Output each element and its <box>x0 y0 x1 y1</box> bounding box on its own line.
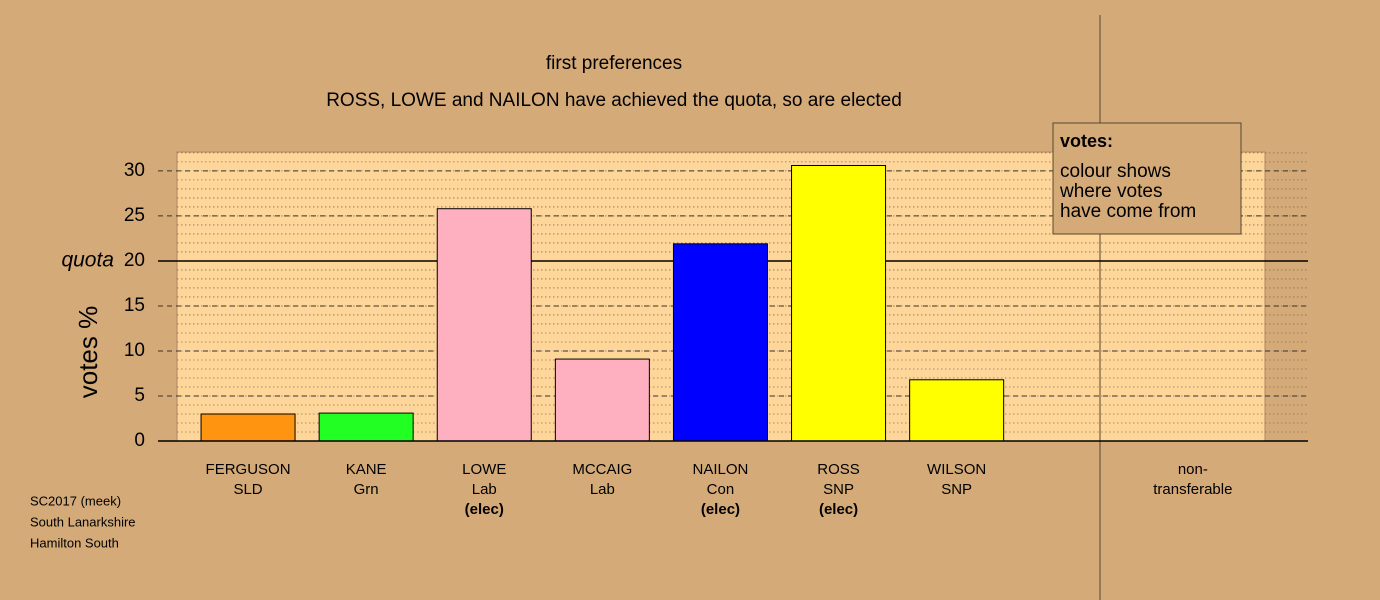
y-tick-label: 30 <box>124 160 145 181</box>
elected-note: (elec) <box>701 501 740 518</box>
y-tick-label: 15 <box>124 295 145 316</box>
footer-text: Hamilton South <box>30 535 119 550</box>
y-tick-label: 10 <box>124 340 145 361</box>
footer-text: South Lanarkshire <box>30 514 136 529</box>
bar <box>554 358 650 442</box>
bar <box>672 243 768 442</box>
chart-subtitle: ROSS, LOWE and NAILON have achieved the … <box>326 90 902 111</box>
bar <box>200 413 296 442</box>
bar <box>436 208 532 442</box>
x-tick-sublabel: Grn <box>354 481 379 498</box>
legend-box <box>1052 122 1242 235</box>
x-tick-sublabel: Lab <box>472 481 497 498</box>
y-tick-label: 0 <box>134 430 145 451</box>
legend-text: have come from <box>1060 201 1196 222</box>
x-tick-label: WILSON <box>927 461 986 478</box>
x-tick-label: MCCAIG <box>572 461 632 478</box>
legend-title: votes: <box>1060 131 1113 151</box>
legend-text: colour shows <box>1060 161 1171 182</box>
x-tick-sublabel: SNP <box>823 481 854 498</box>
x-tick-label: ROSS <box>817 461 860 478</box>
x-tick-label: NAILON <box>693 461 749 478</box>
elected-note: (elec) <box>819 501 858 518</box>
x-tick-sublabel: SNP <box>941 481 972 498</box>
x-tick-label: FERGUSON <box>206 461 291 478</box>
x-tick-label: LOWE <box>462 461 506 478</box>
y-tick-label: 20 <box>124 250 145 271</box>
x-tick-sublabel: Lab <box>590 481 615 498</box>
chart-title: first preferences <box>546 53 682 74</box>
y-axis-label: votes % <box>73 306 103 399</box>
footer-text: SC2017 (meek) <box>30 493 121 508</box>
quota-label: quota <box>61 248 114 271</box>
bar <box>791 165 887 442</box>
x-tick-sublabel: SLD <box>233 481 262 498</box>
legend: votes: colour shows where votes have com… <box>1052 122 1242 235</box>
y-tick-label: 5 <box>134 385 145 406</box>
x-tick-sublabel: Con <box>707 481 735 498</box>
x-tick-label: KANE <box>346 461 387 478</box>
x-tick-sublabel: transferable <box>1153 481 1232 498</box>
bar <box>318 412 414 442</box>
bar <box>909 379 1005 442</box>
x-tick-label: non- <box>1178 461 1208 478</box>
legend-text: where votes <box>1059 181 1162 202</box>
y-tick-label: 25 <box>124 205 145 226</box>
elected-note: (elec) <box>465 501 504 518</box>
